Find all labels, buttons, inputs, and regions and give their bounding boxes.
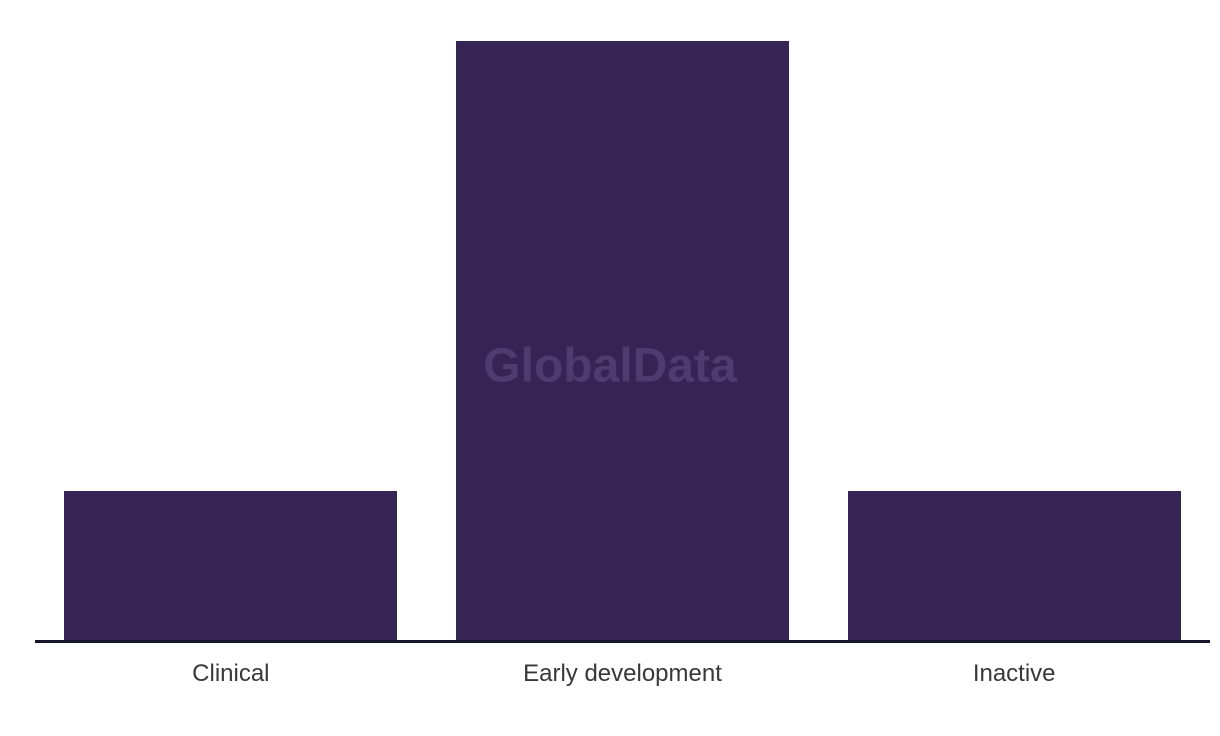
plot-area: [35, 41, 1210, 641]
x-axis-label-early-development: Early development: [523, 660, 722, 687]
bar-inactive[interactable]: [847, 491, 1181, 641]
bar-clinical[interactable]: [64, 491, 398, 641]
bar-early-development[interactable]: [456, 41, 789, 641]
x-axis-line: [35, 640, 1210, 643]
x-axis-label-inactive: Inactive: [972, 660, 1056, 687]
bar-slot: [427, 41, 819, 641]
x-axis-labels: Clinical Early development Inactive: [35, 660, 1210, 688]
x-axis-label-clinical: Clinical: [192, 660, 270, 687]
bar-slot: [35, 41, 427, 641]
bar-slot: [818, 41, 1210, 641]
